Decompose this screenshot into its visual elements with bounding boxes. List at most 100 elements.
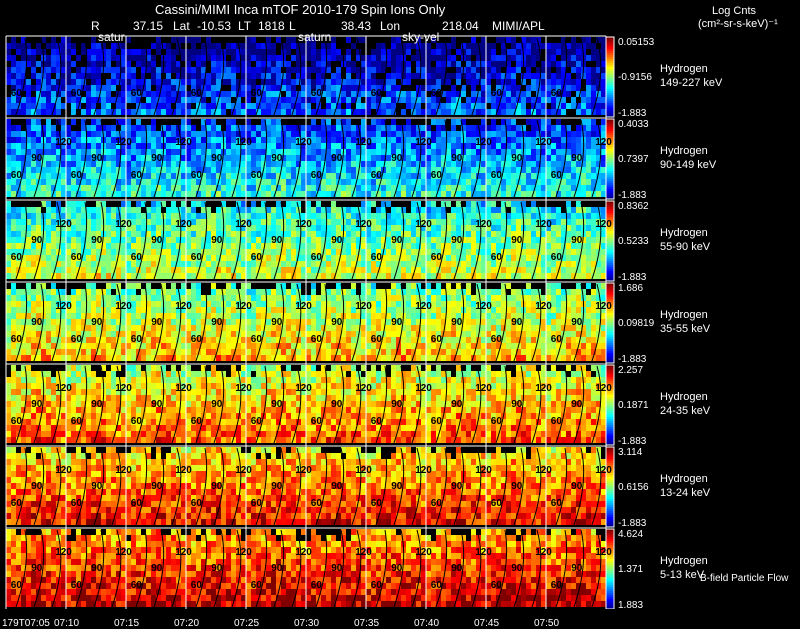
heat-cell [106,119,111,125]
heat-cell [381,231,386,237]
heat-cell [341,173,346,179]
heat-cell [51,49,56,55]
heat-cell [206,109,211,115]
heat-cell [156,85,161,91]
heat-cell [106,267,111,273]
heat-cell [411,261,416,267]
heat-cell [151,249,156,255]
heat-cell [441,143,446,149]
heat-cell [301,103,306,109]
heat-cell [11,43,16,49]
heat-cell [486,243,491,249]
heat-cell [76,119,81,125]
heat-cell [181,109,186,115]
heat-cell [381,219,386,225]
heat-cell [396,49,401,55]
heat-cell [486,119,491,125]
heat-cell [186,283,191,289]
heat-cell [61,267,66,273]
heat-cell [371,191,376,197]
heat-cell [526,225,531,231]
heat-cell [491,273,496,279]
heat-cell [21,103,26,109]
heat-cell [51,161,56,167]
heat-cell [311,79,316,85]
heat-cell [6,137,11,143]
heat-cell [551,149,556,155]
heat-cell [31,43,36,49]
heat-cell [311,191,316,197]
heat-cell [191,67,196,73]
heat-cell [96,225,101,231]
heat-cell [276,283,281,289]
heat-cell [421,73,426,79]
heat-cell [196,125,201,131]
heat-cell [346,149,351,155]
heat-cell [371,67,376,73]
heat-cell [141,219,146,225]
heat-cell [331,213,336,219]
heat-cell [486,109,491,115]
heat-cell [36,137,41,143]
heat-cell [136,79,141,85]
heat-cell [141,43,146,49]
heat-cell [571,49,576,55]
heat-cell [46,249,51,255]
heat-cell [506,103,511,109]
heat-cell [241,149,246,155]
heat-cell [111,255,116,261]
heat-cell [196,73,201,79]
heat-cell [11,237,16,243]
heat-cell [121,283,126,289]
heat-cell [531,125,536,131]
heat-cell [421,201,426,207]
heat-cell [166,37,171,43]
heat-cell [301,255,306,261]
heat-cell [11,61,16,67]
heat-cell [336,207,341,213]
heat-cell [331,219,336,225]
heat-cell [381,125,386,131]
heat-cell [521,255,526,261]
heat-cell [481,119,486,125]
heat-cell [271,43,276,49]
heat-cell [491,119,496,125]
heat-cell [601,161,606,167]
heat-cell [396,43,401,49]
heat-cell [176,103,181,109]
heat-cell [61,119,66,125]
heat-cell [536,273,541,279]
heat-cell [366,155,371,161]
heat-cell [336,283,341,289]
heat-cell [81,109,86,115]
heat-cell [46,273,51,279]
heat-cell [266,249,271,255]
heat-cell [106,97,111,103]
heat-cell [591,119,596,125]
heat-cell [511,91,516,97]
heat-cell [456,125,461,131]
heat-cell [286,109,291,115]
heat-cell [446,167,451,173]
heat-cell [261,273,266,279]
heat-cell [541,73,546,79]
heat-cell [601,73,606,79]
heat-cell [166,125,171,131]
heat-cell [211,179,216,185]
heat-cell [221,173,226,179]
heat-cell [291,207,296,213]
heat-cell [161,185,166,191]
heat-cell [361,55,366,61]
heat-cell [46,55,51,61]
heat-cell [421,79,426,85]
heat-cell [591,55,596,61]
heat-cell [381,131,386,137]
heat-cell [461,109,466,115]
heat-cell [136,125,141,131]
heat-cell [216,43,221,49]
heat-cell [561,231,566,237]
heat-cell [396,109,401,115]
heat-cell [441,131,446,137]
heat-cell [36,143,41,149]
heat-cell [296,103,301,109]
